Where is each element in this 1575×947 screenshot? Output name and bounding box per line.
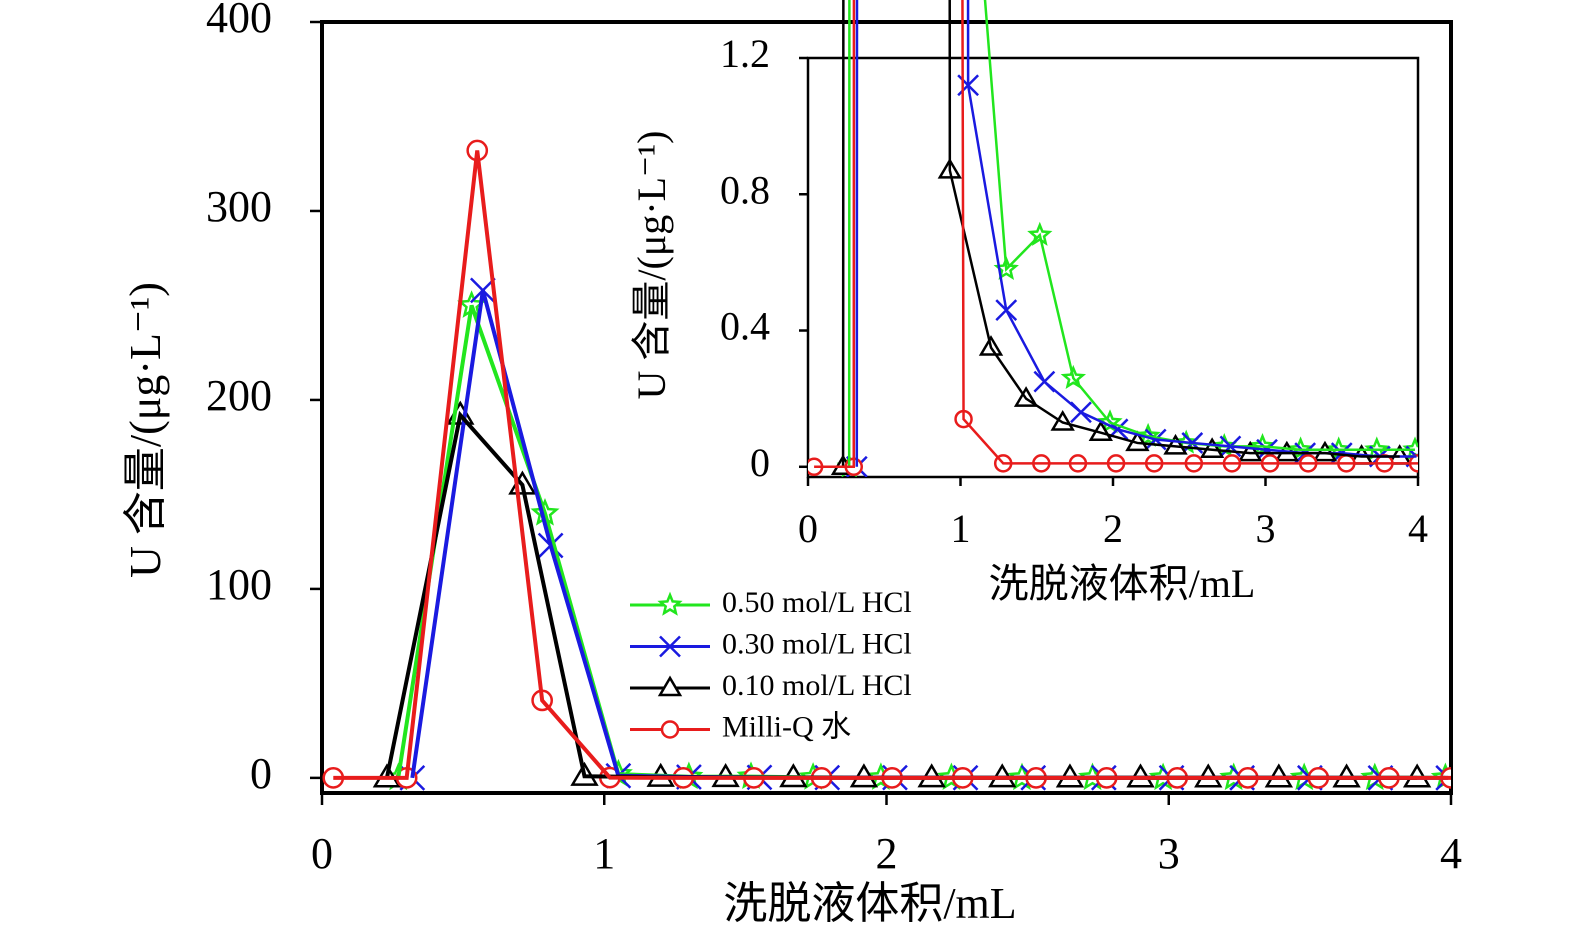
y-tick-label: 0.8 <box>720 167 770 212</box>
marker <box>659 635 681 658</box>
x-tick-label: 0 <box>311 829 333 878</box>
x-tick-label: 3 <box>1158 829 1180 878</box>
y-tick-label: 0.4 <box>720 304 770 349</box>
x-tick-label: 4 <box>1440 829 1462 878</box>
x-tick-label: 3 <box>1256 506 1276 551</box>
y-tick-label: 0 <box>750 440 770 485</box>
y-axis-title: U 含量/(μg·L⁻¹) <box>121 282 170 578</box>
series-line <box>814 0 1418 469</box>
y-tick-label: 1.2 <box>720 31 770 76</box>
marker <box>657 675 683 697</box>
marker <box>1050 410 1075 431</box>
marker <box>657 591 683 616</box>
y-tick-label: 200 <box>206 371 272 420</box>
series-line <box>333 150 1451 780</box>
plot-area <box>806 56 1420 479</box>
series-line <box>841 0 1400 467</box>
series-line <box>847 0 1415 467</box>
x-tick-label: 2 <box>1103 506 1123 551</box>
legend-label: Milli-Q 水 <box>722 710 851 743</box>
x-tick-label: 2 <box>876 829 898 878</box>
x-tick-label: 1 <box>593 829 615 878</box>
y-tick-label: 300 <box>206 182 272 231</box>
x-axis-title: 洗脱液体积/mL <box>723 879 1016 928</box>
marker <box>1312 440 1338 462</box>
marker <box>660 720 680 739</box>
y-tick-label: 0 <box>250 749 272 798</box>
x-tick-label: 0 <box>798 506 818 551</box>
x-tick-label: 1 <box>951 506 971 551</box>
legend-label: 0.50 mol/L HCl <box>722 586 912 619</box>
y-tick-label: 400 <box>206 0 272 42</box>
x-axis-title: 洗脱液体积/mL <box>989 561 1256 606</box>
legend-label: 0.30 mol/L HCl <box>722 627 912 660</box>
y-tick-label: 100 <box>206 560 272 609</box>
x-tick-label: 4 <box>1408 506 1428 551</box>
y-axis-title: U 含量/(μg·L⁻¹) <box>629 131 674 400</box>
legend-label: 0.10 mol/L HCl <box>722 669 912 702</box>
